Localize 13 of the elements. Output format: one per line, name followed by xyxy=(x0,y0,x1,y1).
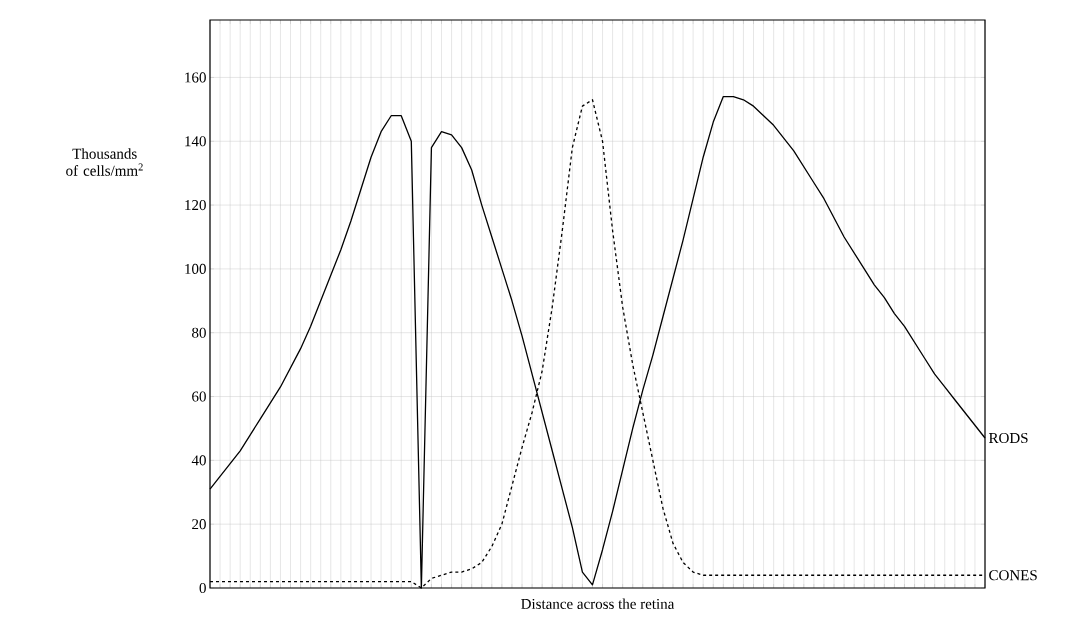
y-tick-label: 80 xyxy=(192,327,206,338)
y-tick-label: 120 xyxy=(185,200,206,211)
y-tick-label: 40 xyxy=(191,455,206,466)
y-tick-label: 140 xyxy=(185,136,206,147)
y-tick-label: 0 xyxy=(199,582,206,594)
series-label: RODS xyxy=(988,432,1028,444)
y-tick-label: 100 xyxy=(185,263,206,274)
x-axis-title: Distance across the retina xyxy=(521,598,675,609)
y-tick-label: 20 xyxy=(192,519,206,530)
series-label: CONES xyxy=(989,570,1037,581)
y-tick-label: 160 xyxy=(185,72,206,83)
y-tick-label: 60 xyxy=(192,391,206,402)
y-axis-title: Thousands of cells/mm$^{2}$ xyxy=(66,148,143,176)
